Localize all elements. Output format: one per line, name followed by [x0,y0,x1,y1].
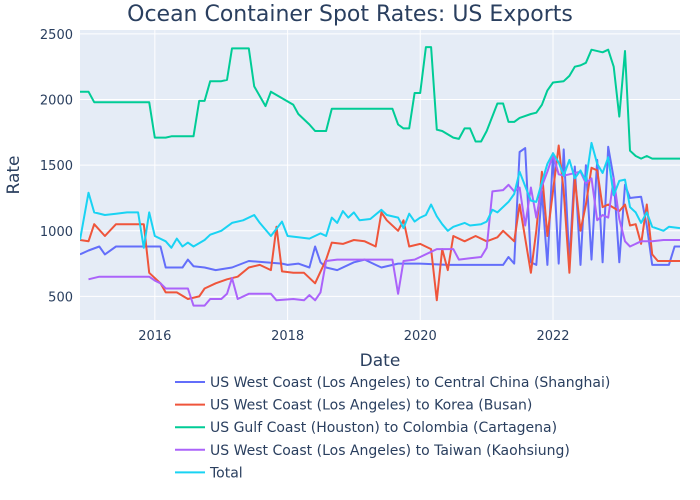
y-axis-title: Rate [4,156,24,195]
plot-background [80,30,680,320]
legend-item[interactable]: Total [175,465,243,481]
series-line-1 [80,145,680,272]
y-tick-label: 1500 [40,159,73,174]
x-tick-label: 2020 [404,329,437,344]
series-line-5 [80,141,680,249]
series-line-2 [80,144,680,302]
legend-label: US West Coast (Los Angeles) to Central C… [210,375,610,391]
series-lines [80,46,680,307]
y-tick-label: 2500 [40,28,73,43]
chart-title: Ocean Container Spot Rates: US Exports [127,2,573,27]
x-axis-ticks: 2016 2018 2020 2022 [138,329,569,344]
y-tick-label: 500 [48,290,73,305]
x-tick-label: 2022 [536,329,569,344]
legend: US West Coast (Los Angeles) to Central C… [175,375,610,481]
series-line-3 [80,46,680,160]
legend-item[interactable]: US West Coast (Los Angeles) to Taiwan (K… [175,443,570,459]
legend-item[interactable]: US West Coast (Los Angeles) to Central C… [175,375,610,391]
legend-item[interactable]: US Gulf Coast (Houston) to Colombia (Car… [175,420,557,436]
x-tick-label: 2016 [138,329,171,344]
y-tick-label: 1000 [40,225,73,240]
x-axis-title: Date [360,351,401,371]
y-tick-label: 2000 [40,94,73,109]
legend-label: US West Coast (Los Angeles) to Korea (Bu… [210,398,532,414]
legend-item[interactable]: US West Coast (Los Angeles) to Korea (Bu… [175,398,532,414]
legend-label: US West Coast (Los Angeles) to Taiwan (K… [210,443,570,459]
series-line-4 [88,153,680,307]
y-axis-ticks: 500 1000 1500 2000 2500 [40,28,73,305]
legend-label: Total [209,465,243,481]
legend-label: US Gulf Coast (Houston) to Colombia (Car… [210,420,557,436]
x-tick-label: 2018 [271,329,304,344]
